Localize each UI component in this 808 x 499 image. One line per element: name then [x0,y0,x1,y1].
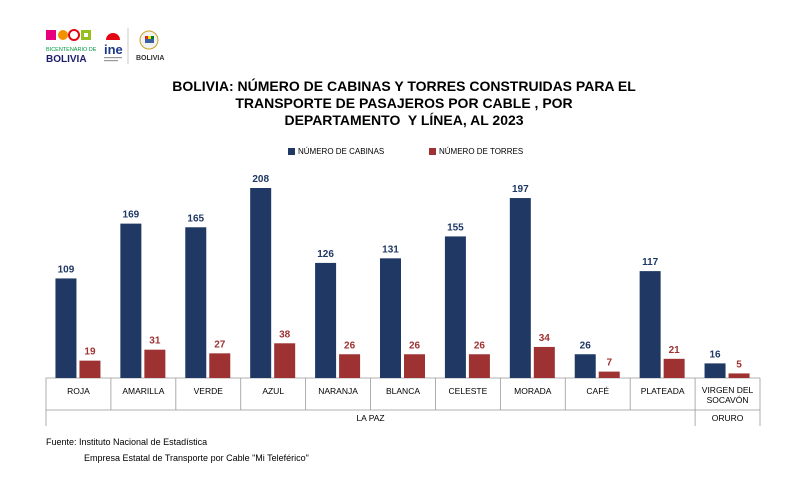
bar-torres [728,373,750,378]
logo1-line1: BICENTENARIO DE [46,47,97,53]
data-label-cabinas: 126 [317,249,334,260]
bar-cabinas [55,278,77,378]
category-label: SOCAVÓN [707,395,749,405]
data-label-torres: 26 [344,340,356,351]
group-label: LA PAZ [356,413,384,423]
category-label: BLANCA [386,386,420,396]
bar-torres [598,371,620,378]
category-label: CELESTE [449,386,488,396]
bar-torres [209,353,231,378]
bar-cabinas [315,262,337,378]
data-label-cabinas: 169 [123,210,140,221]
bar-cabinas [185,227,207,378]
data-label-cabinas: 26 [580,340,592,351]
category-label: MORADA [514,386,552,396]
legend-swatch-cabinas [288,148,295,155]
bar-torres [404,354,425,378]
data-label-torres: 27 [214,339,226,350]
bar-torres [339,354,361,378]
source-line-1: Fuente: Instituto Nacional de Estadístic… [46,437,208,447]
data-label-torres: 26 [409,340,421,351]
data-label-torres: 19 [84,347,96,358]
source-note: Fuente: Instituto Nacional de Estadístic… [46,434,309,466]
data-label-torres: 38 [279,329,291,340]
legend-label-cabinas: NÚMERO DE CABINAS [298,147,385,156]
logo3-text: BOLIVIA [136,55,164,62]
bar-cabinas [574,354,596,378]
category-label: ROJA [67,386,90,396]
bar-torres [468,354,490,378]
bicentenario-logo: BICENTENARIO DE BOLIVIA [46,29,97,65]
category-label: AMARILLA [122,386,164,396]
data-label-torres: 31 [149,336,161,347]
legend-label-torres: NÚMERO DE TORRES [439,147,524,156]
bar-torres [144,349,166,378]
category-label: PLATEADA [641,386,685,396]
bar-torres [663,358,685,378]
source-line-2: Empresa Estatal de Transporte por Cable … [84,453,309,463]
bar-torres [274,343,296,378]
category-label: AZUL [262,386,284,396]
logo1-line2: BOLIVIA [46,54,87,65]
data-label-cabinas: 208 [252,174,269,185]
data-label-torres: 7 [606,358,612,369]
data-label-torres: 34 [539,333,551,344]
data-label-cabinas: 117 [642,257,659,268]
title-line-1: BOLIVIA: NÚMERO DE CABINAS Y TORRES CONS… [172,78,636,94]
data-label-cabinas: 197 [512,184,529,195]
bar-cabinas [509,198,531,378]
bar-cabinas [704,363,726,378]
data-label-torres: 26 [474,340,486,351]
chart-title: BOLIVIA: NÚMERO DE CABINAS Y TORRES CONS… [0,78,808,129]
bar-torres [533,346,555,378]
data-label-cabinas: 16 [709,349,721,360]
bolivia-seal-logo: BOLIVIA [136,30,164,62]
logo2-text: ine [104,42,123,57]
ine-logo: ine [104,33,123,62]
data-label-torres: 5 [736,359,742,370]
data-label-cabinas: 131 [382,244,399,255]
legend-swatch-torres [429,148,436,155]
bar-cabinas [444,236,466,378]
group-label: ORURO [712,413,744,423]
category-label: VIRGEN DEL [702,385,754,395]
category-label: VERDE [194,386,224,396]
data-label-cabinas: 109 [58,264,75,275]
bar-cabinas [380,258,401,378]
data-label-cabinas: 165 [187,213,204,224]
category-label: NARANJA [318,386,358,396]
bar-cabinas [639,271,661,378]
bar-cabinas [250,188,272,378]
bar-cabinas [120,223,142,378]
title-line-2: TRANSPORTE DE PASAJEROS POR CABLE , POR [235,95,573,111]
data-label-cabinas: 155 [447,222,464,233]
bar-torres [79,360,101,378]
category-label: CAFÉ [586,386,609,396]
data-label-torres: 21 [669,345,681,356]
logos: BICENTENARIO DE BOLIVIA ine BOLIVIA [46,28,164,65]
title-line-3: DEPARTAMENTO Y LÍNEA, AL 2023 [284,112,524,128]
